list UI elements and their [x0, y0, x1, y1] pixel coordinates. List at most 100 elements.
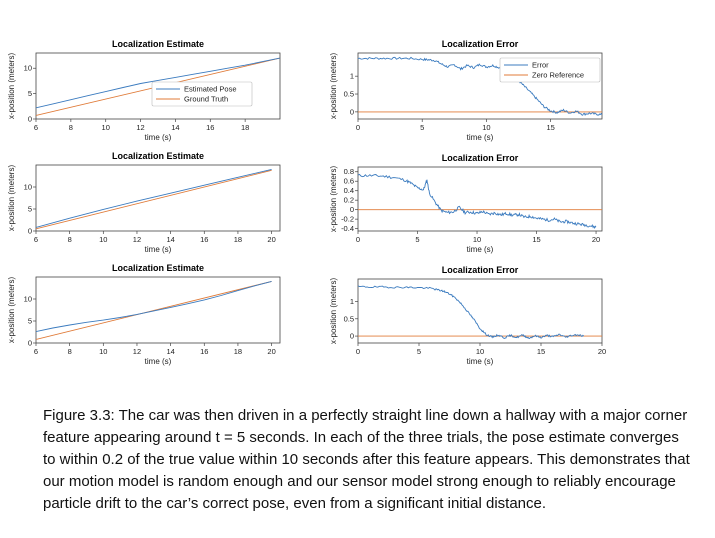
x-tick-label: 15 [532, 235, 540, 244]
chart-est2: Localization Estimate 6 8 10 12 14 16 18 20 0 5 10 t… [7, 151, 281, 254]
x-tick-label: 10 [482, 123, 490, 132]
y-tick-label: 0.5 [344, 314, 354, 323]
y-tick-label: 0.4 [344, 186, 354, 195]
x-tick-label: 14 [171, 123, 179, 132]
plot-frame [35, 52, 281, 120]
plot-frame [357, 52, 603, 120]
y-tick-label: 0 [28, 115, 32, 124]
series-error [358, 173, 597, 229]
x-tick-label: 6 [34, 123, 38, 132]
x-tick-label: 20 [592, 235, 600, 244]
y-axis-label: x-position (meters) [329, 166, 338, 233]
x-tick-label: 10 [476, 347, 484, 356]
y-tick-label: 0.6 [344, 177, 354, 186]
plot-frame [35, 164, 281, 232]
chart-est1: Localization Estimate 6 8 10 12 14 16 18 0 5 10 tim… [7, 39, 281, 142]
series-estimated-pose [36, 280, 272, 333]
y-tick-label: 0 [350, 107, 354, 116]
x-tick-label: 12 [133, 347, 141, 356]
x-tick-label: 18 [234, 235, 242, 244]
x-tick-label: 12 [136, 123, 144, 132]
chart-title: Localization Estimate [112, 39, 204, 49]
x-tick-label: 20 [267, 347, 275, 356]
chart-title: Localization Estimate [112, 263, 204, 273]
x-axis-label: time (s) [467, 133, 494, 142]
legend-entry: Error [532, 61, 549, 70]
x-axis-label: time (s) [145, 245, 172, 254]
x-tick-label: 16 [206, 123, 214, 132]
chart-err1: Localization Error 0 5 10 15 0 0.5 1 time (s) x-p… [329, 39, 603, 142]
y-axis-label: x-position (meters) [7, 165, 16, 232]
series-estimated-pose [36, 57, 280, 109]
legend-entry: Estimated Pose [184, 85, 237, 94]
y-tick-label: 0 [28, 339, 32, 348]
chart-err3: Localization Error 0 5 10 15 20 0 0.5 1 time (s) x… [329, 265, 606, 366]
y-tick-label: 0 [28, 227, 32, 236]
y-tick-label: 10 [24, 64, 32, 73]
x-tick-label: 8 [69, 123, 73, 132]
x-tick-label: 10 [99, 347, 107, 356]
y-axis-label: x-position (meters) [329, 278, 338, 345]
legend-entry: Ground Truth [184, 95, 228, 104]
y-tick-label: 5 [28, 89, 32, 98]
y-axis-label: x-position (meters) [329, 53, 338, 120]
x-tick-label: 0 [356, 347, 360, 356]
chart-title: Localization Estimate [112, 151, 204, 161]
y-axis-label: x-position (meters) [7, 277, 16, 344]
x-tick-label: 16 [200, 347, 208, 356]
x-tick-label: 15 [537, 347, 545, 356]
y-tick-label: 0.2 [344, 196, 354, 205]
series-error [358, 285, 585, 340]
x-tick-label: 10 [102, 123, 110, 132]
y-tick-label: 10 [24, 183, 32, 192]
figure-caption: Figure 3.3: The car was then driven in a… [43, 407, 690, 512]
y-tick-label: 5 [28, 205, 32, 214]
x-tick-label: 18 [234, 347, 242, 356]
x-tick-label: 5 [420, 123, 424, 132]
x-tick-label: 5 [417, 347, 421, 356]
y-tick-label: 1 [350, 297, 354, 306]
plot-frame [357, 278, 603, 344]
y-tick-label: 1 [350, 72, 354, 81]
x-axis-label: time (s) [145, 133, 172, 142]
legend-box [151, 81, 253, 107]
plot-frame [357, 166, 603, 232]
y-tick-label: 0.8 [344, 167, 354, 176]
chart-title: Localization Error [442, 39, 519, 49]
x-tick-label: 20 [598, 347, 606, 356]
x-tick-label: 5 [415, 235, 419, 244]
x-tick-label: 18 [241, 123, 249, 132]
series-error [358, 56, 602, 116]
x-tick-label: 6 [34, 347, 38, 356]
x-tick-label: 14 [166, 235, 174, 244]
y-tick-label: 5 [28, 317, 32, 326]
x-tick-label: 15 [546, 123, 554, 132]
legend-box [499, 57, 601, 83]
chart-title: Localization Error [442, 153, 519, 163]
x-axis-label: time (s) [467, 245, 494, 254]
x-tick-label: 6 [34, 235, 38, 244]
y-axis-label: x-position (meters) [7, 53, 16, 120]
plot-frame [35, 276, 281, 344]
legend-entry: Zero Reference [532, 71, 584, 80]
y-tick-label: 10 [24, 295, 32, 304]
x-tick-label: 8 [68, 235, 72, 244]
x-tick-label: 16 [200, 235, 208, 244]
series-estimated-pose [36, 168, 272, 228]
x-tick-label: 12 [133, 235, 141, 244]
x-tick-label: 10 [99, 235, 107, 244]
x-tick-label: 20 [267, 235, 275, 244]
y-tick-label: -0.4 [341, 224, 354, 233]
y-tick-label: 0 [350, 332, 354, 341]
chart-est3: Localization Estimate 6 8 10 12 14 16 18 20 0 5 10 t… [7, 263, 281, 366]
series-ground-truth [36, 169, 272, 230]
x-tick-label: 0 [356, 123, 360, 132]
y-tick-label: 0 [350, 205, 354, 214]
x-tick-label: 10 [473, 235, 481, 244]
x-axis-label: time (s) [145, 357, 172, 366]
x-axis-label: time (s) [467, 357, 494, 366]
